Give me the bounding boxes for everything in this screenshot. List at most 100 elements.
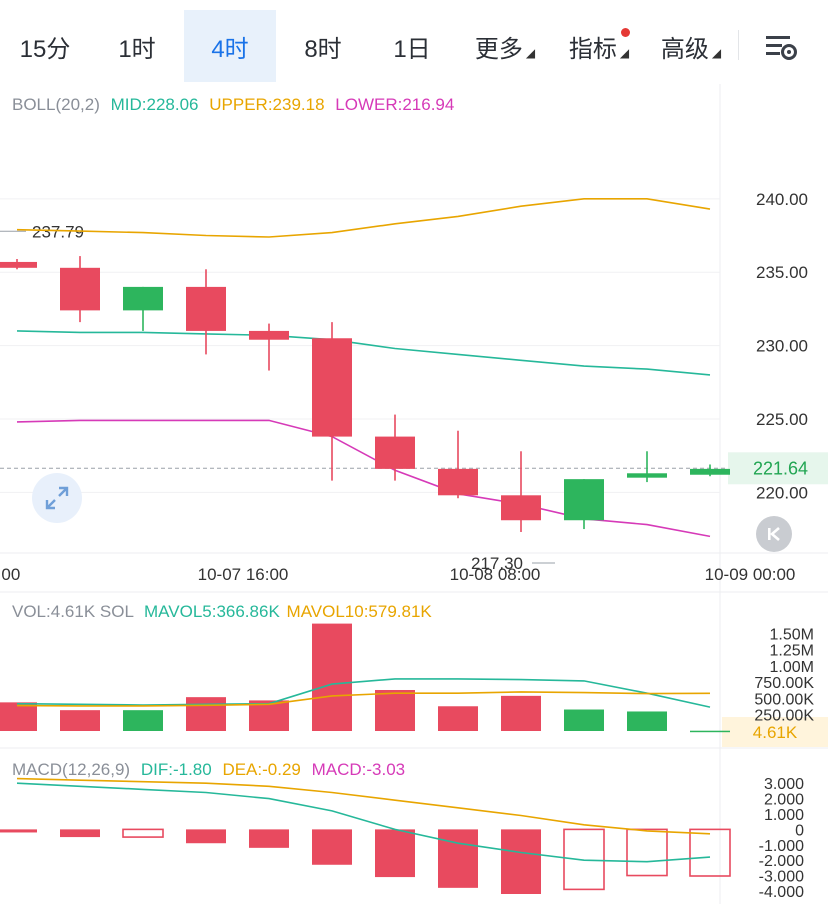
tab-1h-label: 1时 — [118, 35, 156, 63]
price-tick-label: 235.00 — [756, 263, 808, 282]
volume-bar — [564, 709, 604, 731]
tab-4h-label: 4时 — [211, 35, 249, 63]
boll-mid-line — [16, 330, 711, 376]
tab-4h[interactable]: 4时 — [184, 10, 276, 82]
caret-down-icon: ◢ — [711, 46, 722, 60]
tab-indicators[interactable]: 指标 ◢ — [556, 10, 642, 82]
volume-bar — [375, 689, 415, 731]
tab-advanced-label: 高级 — [660, 35, 709, 63]
macd-tick-label: -2.000 — [759, 853, 804, 870]
tab-1d-label: 1日 — [393, 35, 431, 63]
volume-bar — [123, 710, 163, 731]
volume-tick-label: 1.50M — [770, 626, 814, 643]
candle-body — [60, 267, 100, 311]
tab-advanced[interactable]: 高级 ◢ — [648, 10, 734, 82]
tab-8h-label: 8时 — [304, 35, 342, 63]
expand-icon — [45, 486, 69, 510]
macd-bar — [186, 829, 226, 844]
candle-body — [438, 468, 478, 496]
boll-legend: BOLL(20,2) MID:228.06 UPPER:239.18 LOWER… — [12, 95, 454, 114]
macd-dea-line — [16, 777, 711, 835]
candle-body — [0, 261, 37, 268]
volume-ma5-line — [16, 678, 711, 708]
candle-body — [312, 338, 352, 437]
boll-upper-line — [16, 198, 711, 238]
boll-name: BOLL(20,2) — [12, 95, 100, 114]
timeframe-tabs: 15分 1时 4时 8时 1日 更多 ◢ 指标 ◢ 高级 ◢ — [0, 0, 828, 85]
candle-body — [249, 330, 289, 340]
boll-mid-label: MID:228.06 — [111, 95, 199, 114]
volume-bar — [60, 710, 100, 731]
vol-name: VOL:4.61K SOL — [12, 602, 133, 621]
tab-more[interactable]: 更多 ◢ — [462, 10, 548, 82]
expand-chart-button[interactable] — [32, 473, 82, 523]
candle-body — [375, 436, 415, 469]
macd-tick-label: 2.000 — [764, 792, 804, 809]
volume-bar — [690, 730, 730, 733]
chart-background — [0, 84, 828, 904]
volume-bar — [0, 702, 37, 731]
time-tick-label: 10-09 00:00 — [705, 565, 796, 584]
volume-tick-label: 1.25M — [770, 643, 814, 660]
volume-ma10-line — [16, 691, 711, 707]
max-price-label: 237.79 — [32, 222, 84, 241]
tab-8h[interactable]: 8时 — [278, 10, 368, 82]
scroll-to-latest-button[interactable] — [756, 516, 792, 552]
series — [0, 198, 731, 894]
macd-value-label: MACD:-3.03 — [312, 760, 406, 779]
current-price-tag — [728, 452, 828, 485]
volume-bar — [438, 706, 478, 731]
macd-tick-label: -4.000 — [759, 884, 804, 901]
candle-body — [564, 479, 604, 521]
current-volume-label: 4.61K — [753, 723, 798, 742]
skip-back-icon — [768, 527, 780, 541]
macd-bar — [312, 829, 352, 865]
volume-tick-label: 500.00K — [754, 691, 814, 708]
macd-tick-label: -3.000 — [759, 869, 804, 886]
notification-dot-icon — [621, 28, 630, 37]
macd-bar — [563, 828, 605, 891]
caret-down-icon: ◢ — [525, 46, 536, 60]
time-tick-label: 10-08 08:00 — [450, 565, 541, 584]
tab-indicators-label: 指标 — [568, 35, 617, 63]
candlestick-chart[interactable]: BOLL(20,2) MID:228.06 UPPER:239.18 LOWER… — [0, 84, 828, 904]
candle-body — [690, 468, 730, 475]
macd-dif-line — [16, 782, 711, 863]
tab-15min[interactable]: 15分 — [0, 10, 90, 82]
macd-bar — [501, 829, 541, 894]
axis-labels: 240.00 235.00 230.00 225.00 220.00 00:00 10-07… — [0, 190, 814, 901]
volume-tick-label: 1.00M — [770, 659, 814, 676]
macd-bar — [375, 829, 415, 878]
chart-settings-icon[interactable] — [762, 30, 802, 64]
vol-legend: VOL:4.61K SOL MAVOL5:366.86K MAVOL10:579… — [12, 602, 432, 621]
min-price-label: 217.30 — [471, 554, 523, 573]
tab-more-label: 更多 — [474, 35, 523, 63]
volume-tick-label: 750.00K — [754, 675, 814, 692]
candle-body — [123, 286, 163, 311]
macd-tick-label: -1.000 — [759, 838, 804, 855]
price-tick-label: 240.00 — [756, 190, 808, 209]
macd-tick-label: 0 — [795, 822, 804, 839]
vol-ma5-label: MAVOL5:366.86K — [144, 602, 280, 621]
volume-bar — [501, 695, 541, 731]
macd-legend: MACD(12,26,9) DIF:-1.80 DEA:-0.29 MACD:-… — [12, 760, 405, 779]
tab-1h[interactable]: 1时 — [92, 10, 182, 82]
volume-bar — [186, 697, 226, 731]
volume-tick-label: 250.00K — [754, 708, 814, 725]
tab-15min-label: 15分 — [19, 35, 71, 63]
macd-name: MACD(12,26,9) — [12, 760, 130, 779]
macd-tick-label: 1.000 — [764, 807, 804, 824]
macd-tick-label: 3.000 — [764, 776, 804, 793]
macd-dif-label: DIF:-1.80 — [141, 760, 212, 779]
volume-bar — [312, 623, 352, 731]
price-tick-label: 230.00 — [756, 337, 808, 356]
vol-ma10-label: MAVOL10:579.81K — [287, 602, 433, 621]
macd-bar — [60, 829, 100, 838]
time-tick-label: 00:00 — [0, 565, 20, 584]
macd-bar — [0, 829, 37, 833]
macd-bar — [122, 828, 164, 838]
tab-1d[interactable]: 1日 — [370, 10, 454, 82]
boll-upper-label: UPPER:239.18 — [209, 95, 324, 114]
candle-body — [627, 473, 667, 478]
macd-bar — [249, 829, 289, 848]
